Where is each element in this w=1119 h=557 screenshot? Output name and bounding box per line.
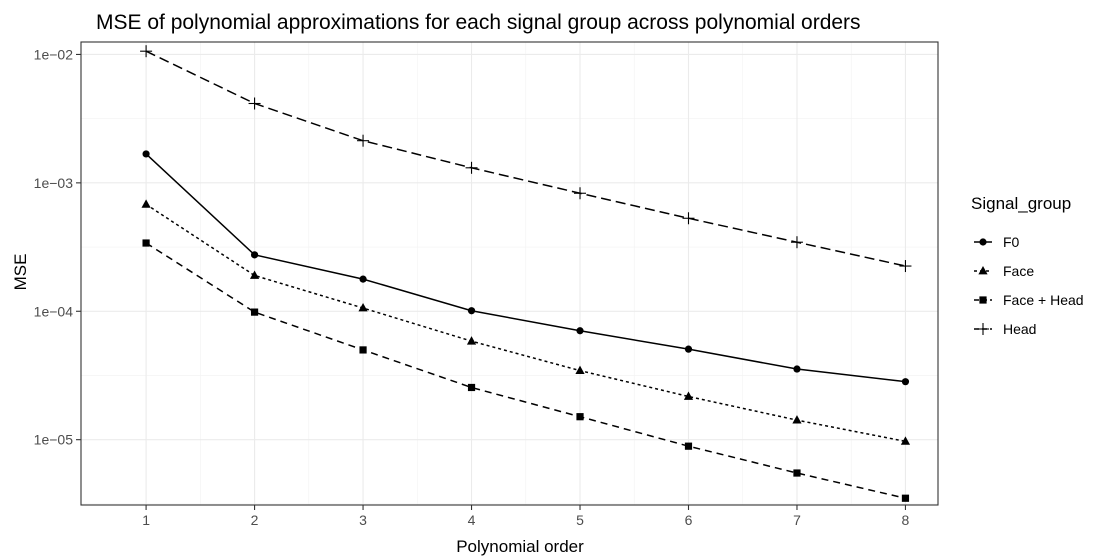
point-circle [901,378,910,386]
point-circle [576,327,584,335]
x-tick-label: 6 [685,512,693,528]
x-tick-label: 5 [576,512,584,528]
point-triangle [141,199,151,208]
y-tick-label: 1e−05 [34,432,74,448]
point-plus [899,260,912,273]
point-plus [140,45,153,58]
legend-label: Head [1003,321,1036,337]
x-tick-label: 7 [793,512,801,528]
point-square [979,296,987,304]
point-square [467,383,476,392]
point-triangle [249,270,260,279]
x-tick-label: 8 [902,512,910,528]
point-square [901,494,910,502]
y-tick-label: 1e−02 [34,46,74,62]
point-circle [684,345,693,353]
series-f0 [142,150,910,386]
x-tick-label: 3 [359,512,367,528]
y-tick-label: 1e−03 [34,175,74,191]
point-plus [465,161,478,174]
series-face-head [142,239,910,502]
point-plus [977,323,989,335]
legend: Signal_group F0 Face Face + Head Head [971,194,1084,337]
series-face [141,199,911,445]
legend-title: Signal_group [971,194,1071,213]
chart-title: MSE of polynomial approximations for eac… [96,11,861,34]
y-axis-title: MSE [11,254,30,291]
point-triangle [978,266,988,275]
point-triangle [900,436,911,445]
legend-item: F0 [974,234,1020,250]
plot-border [80,41,939,506]
series-line [145,203,906,443]
point-plus [574,187,587,200]
point-circle [793,365,801,373]
point-circle [250,251,259,259]
legend-item: Face [974,263,1034,279]
series-lines [140,45,912,502]
point-square [793,469,801,477]
legend-label: Face + Head [1003,292,1084,308]
point-triangle [575,365,585,375]
point-triangle [466,336,477,345]
point-square [684,442,693,450]
point-square [576,413,584,421]
point-square [359,346,367,354]
point-plus [790,236,803,249]
point-circle [467,307,476,315]
plot-panel [81,42,938,505]
legend-label: F0 [1003,234,1020,250]
point-square [142,239,150,247]
point-plus [248,97,261,110]
point-plus [682,212,695,225]
series-line [145,153,906,383]
point-triangle [792,415,802,424]
point-circle [979,238,987,246]
x-tick-label: 1 [142,512,150,528]
y-tick-label: 1e−04 [34,303,74,319]
legend-item: Face + Head [974,292,1084,308]
point-triangle [683,391,694,400]
x-tick-label: 2 [251,512,259,528]
series-head [140,45,912,273]
point-triangle [358,303,368,312]
legend-item: Head [974,321,1036,337]
point-circle [359,275,367,283]
series-line [145,242,906,499]
axes: 1 2 3 4 5 6 7 8 1e−02 1e−03 1e−04 1e−05 [34,46,910,528]
point-square [250,308,259,316]
point-circle [142,150,150,158]
x-axis-title: Polynomial order [456,537,584,556]
point-plus [357,134,370,147]
x-tick-label: 4 [468,512,476,528]
legend-label: Face [1003,263,1034,279]
series-line [145,50,906,267]
